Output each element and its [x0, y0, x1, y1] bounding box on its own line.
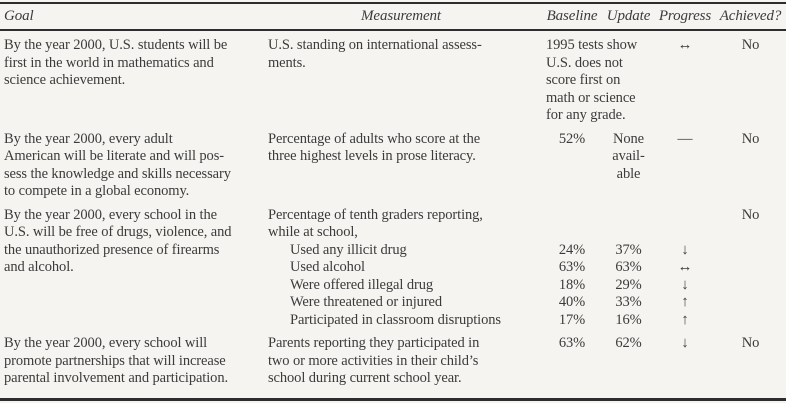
baseline-value: 17%: [558, 311, 586, 328]
achieved-value: No: [741, 206, 760, 223]
progress-arrow: ↑: [681, 294, 689, 310]
progress-arrow: ↔: [677, 37, 693, 53]
header-achieved: Achieved?: [719, 8, 782, 24]
header-baseline: Baseline: [546, 8, 598, 24]
baseline-value: 24%: [558, 241, 586, 258]
measurement-text: U.S. standing on international assess- m…: [268, 37, 482, 71]
measurement-text: Parents reporting they participated in t…: [268, 335, 480, 386]
measurement-text: Percentage of adults who score at the th…: [268, 130, 481, 165]
header-update: Update: [606, 8, 651, 24]
achieved-empty: [715, 242, 786, 260]
table-row-parental-involvement: By the year 2000, every school will prom…: [0, 335, 786, 388]
table-row-adult-literacy: By the year 2000, every adult American w…: [0, 131, 786, 201]
progress-arrow: ↓: [681, 241, 689, 258]
progress-arrow: ↔: [677, 259, 693, 275]
baseline-empty: [542, 207, 602, 242]
safe-schools-detail-block: Percentage of tenth graders reporting, w…: [260, 207, 786, 330]
header-measurement: Measurement: [361, 8, 441, 24]
update-value: 33%: [615, 294, 642, 310]
baseline-update-merged-text: 1995 tests show U.S. does not score firs…: [546, 37, 638, 123]
baseline-value: 18%: [558, 276, 586, 293]
header-goal: Goal: [4, 8, 34, 24]
sub-item-label: Participated in classroom disruptions: [290, 311, 501, 328]
progress-arrow: ↓: [681, 276, 689, 293]
sub-item-row: Participated in classroom disruptions 17…: [260, 312, 786, 330]
header-progress: Progress: [658, 8, 712, 24]
sub-item-row: Were threatened or injured 40% 33% ↑: [260, 294, 786, 312]
baseline-value: 40%: [558, 294, 586, 310]
update-value: 29%: [615, 276, 642, 293]
achieved-value: No: [741, 37, 760, 53]
table-row-safe-schools: By the year 2000, every school in the U.…: [0, 207, 786, 330]
table-bottom-rule: [0, 398, 786, 401]
update-value: None avail- able: [612, 130, 645, 182]
sub-item-label: Used alcohol: [290, 259, 365, 275]
progress-dash: —: [677, 130, 693, 147]
sub-item-label: Used any illicit drug: [290, 241, 407, 258]
table-row-math-science: By the year 2000, U.S. students will be …: [0, 37, 786, 125]
goal-text: By the year 2000, every school in the U.…: [4, 206, 232, 276]
table-header-row: Goal Measurement Baseline Update Progres…: [0, 2, 786, 31]
achieved-empty: [715, 277, 786, 295]
measurement-intro-text: Percentage of tenth graders reporting, w…: [268, 206, 483, 241]
progress-arrow: ↓: [681, 335, 689, 351]
baseline-value: 63%: [558, 335, 586, 351]
achieved-empty: [715, 312, 786, 330]
sub-item-label: Were threatened or injured: [290, 294, 443, 310]
measurement-intro-line: Percentage of tenth graders reporting, w…: [260, 207, 786, 242]
achieved-value: No: [741, 335, 760, 351]
update-value: 37%: [615, 241, 642, 258]
update-empty: [602, 207, 655, 242]
goal-text: By the year 2000, every adult American w…: [4, 130, 231, 200]
achieved-empty: [715, 294, 786, 312]
achieved-value: No: [741, 130, 760, 147]
goal-text: By the year 2000, U.S. students will be …: [4, 37, 228, 88]
achieved-empty: [715, 259, 786, 277]
progress-arrow: ↑: [681, 311, 689, 328]
sub-item-row: Were offered illegal drug 18% 29% ↓: [260, 277, 786, 295]
update-value: 16%: [615, 311, 642, 328]
update-value: 62%: [615, 335, 642, 351]
baseline-value: 52%: [558, 130, 586, 147]
sub-item-row: Used any illicit drug 24% 37% ↓: [260, 242, 786, 260]
progress-empty: [655, 207, 715, 242]
sub-item-label: Were offered illegal drug: [290, 276, 434, 293]
sub-item-row: Used alcohol 63% 63% ↔: [260, 259, 786, 277]
update-value: 63%: [615, 259, 642, 275]
baseline-value: 63%: [558, 259, 586, 275]
goal-text: By the year 2000, every school will prom…: [4, 335, 228, 386]
